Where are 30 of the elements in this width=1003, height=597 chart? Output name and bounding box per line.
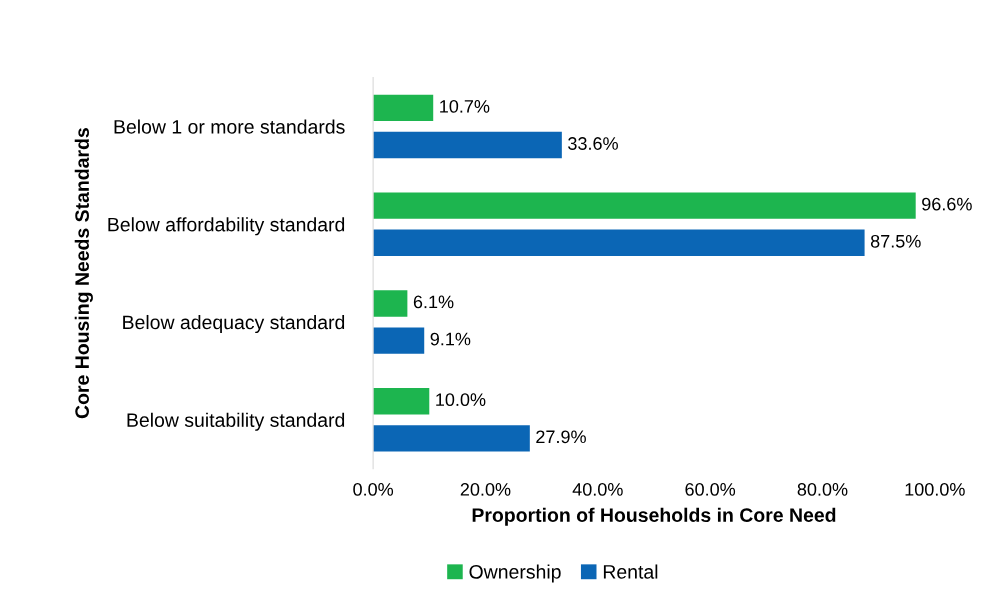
data-label: 33.6% — [568, 137, 618, 150]
bar — [373, 327, 425, 354]
bar — [373, 131, 562, 159]
data-label: 9.1% — [430, 332, 471, 346]
x-tick-label: 20.0% — [460, 483, 511, 496]
bar — [373, 387, 430, 415]
bar — [373, 192, 916, 219]
bar — [373, 425, 530, 452]
x-tick-label: 100.0% — [905, 483, 965, 496]
y-tick-label: Below affordability standard — [108, 217, 345, 236]
data-label: 96.6% — [922, 197, 972, 211]
x-tick-label: 60.0% — [685, 483, 736, 496]
y-axis-title: Core Housing Needs Standards — [74, 128, 93, 419]
y-tick-label: Below 1 or more standards — [114, 119, 345, 134]
x-tick-label: 80.0% — [797, 483, 848, 496]
data-label: 87.5% — [870, 234, 921, 248]
data-label: 10.0% — [436, 393, 486, 407]
bar — [373, 290, 408, 317]
x-tick-label: 0.0% — [353, 483, 394, 496]
data-label: 27.9% — [536, 430, 586, 444]
bar — [373, 94, 434, 122]
data-label: 6.1% — [413, 295, 454, 309]
legend-label: Ownership — [469, 564, 561, 583]
x-tick-label: 40.0% — [572, 483, 623, 496]
y-tick-label: Below suitability standard — [127, 412, 345, 431]
legend-label: Rental — [603, 564, 658, 579]
y-tick-label: Below adequacy standard — [123, 314, 345, 334]
bar — [373, 229, 865, 257]
data-label: 10.7% — [440, 99, 490, 113]
x-axis-title: Proportion of Households in Core Need — [472, 507, 836, 526]
